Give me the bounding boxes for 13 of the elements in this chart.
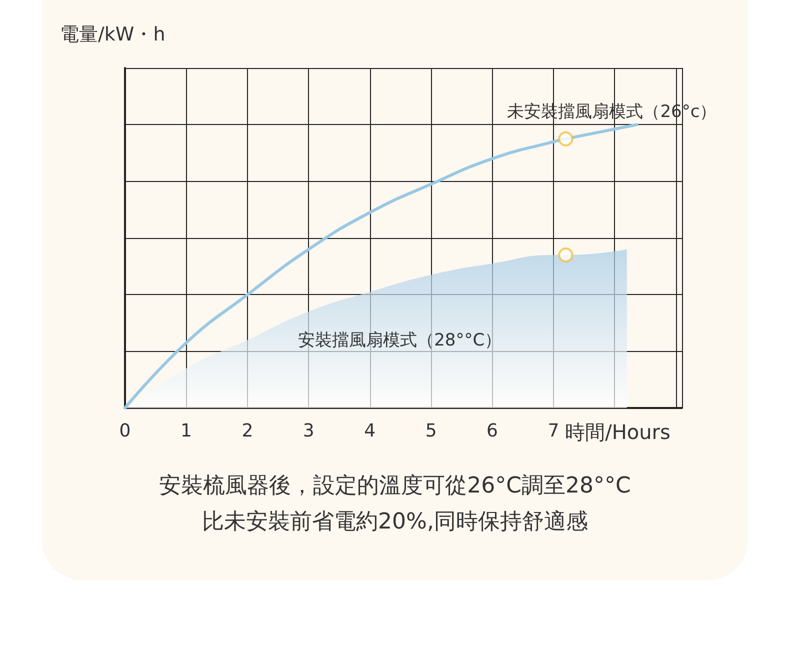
- x-axis-title: 時間/Hours: [565, 420, 670, 444]
- x-tick-label: 3: [302, 420, 314, 442]
- text: 比未安裝前省電約20%,同時保持舒適感: [202, 510, 588, 534]
- y-axis-title: 電量/kW・h: [60, 24, 166, 46]
- x-tick-label: 1: [180, 420, 192, 442]
- x-tick-label: 4: [364, 420, 376, 442]
- series-label: 安裝擋風扇模式（28°°C）: [298, 330, 502, 350]
- x-tick-label: 7: [548, 420, 560, 442]
- x-tick-label: 5: [425, 420, 437, 442]
- x-tick-label: 6: [486, 420, 498, 442]
- text: 安裝梳風器後，設定的溫度可從26°C調至28°°C: [159, 474, 631, 498]
- x-tick-label: 2: [242, 420, 254, 442]
- x-tick-label: 0: [119, 420, 131, 442]
